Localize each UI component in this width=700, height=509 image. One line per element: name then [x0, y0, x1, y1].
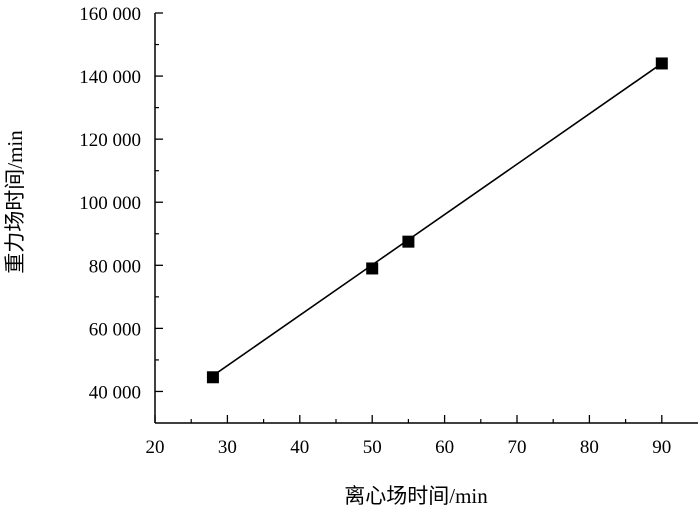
y-axis-ticks: 40 000 60 000 80 000 100 000 120 000 140 000 1… — [79, 4, 163, 403]
x-tick-label: 40 — [290, 437, 309, 458]
y-tick-label: 100 000 — [79, 193, 141, 214]
x-tick-label: 20 — [146, 437, 165, 458]
y-tick-label: 160 000 — [79, 4, 141, 25]
x-tick-label: 60 — [435, 437, 454, 458]
y-tick-label: 60 000 — [89, 319, 141, 340]
axes — [154, 13, 698, 424]
data-point — [402, 235, 415, 248]
x-axis-ticks: 20 30 40 50 60 70 80 90 — [146, 415, 671, 458]
fit-line-group — [212, 62, 663, 377]
data-point — [206, 371, 219, 384]
y-tick-label: 80 000 — [89, 256, 141, 277]
x-tick-label: 80 — [580, 437, 599, 458]
x-tick-label: 50 — [363, 437, 382, 458]
data-points — [206, 57, 668, 384]
y-axis-title: 重力场时间/min — [3, 130, 27, 274]
x-tick-label: 70 — [508, 437, 527, 458]
data-point — [655, 57, 668, 70]
x-axis-title: 离心场时间/min — [344, 484, 488, 508]
data-point — [366, 262, 379, 275]
fit-line — [212, 62, 663, 377]
y-tick-label: 140 000 — [79, 67, 141, 88]
y-tick-label: 120 000 — [79, 130, 141, 151]
x-tick-label: 30 — [218, 437, 237, 458]
x-tick-label: 90 — [652, 437, 671, 458]
y-tick-label: 40 000 — [89, 382, 141, 403]
